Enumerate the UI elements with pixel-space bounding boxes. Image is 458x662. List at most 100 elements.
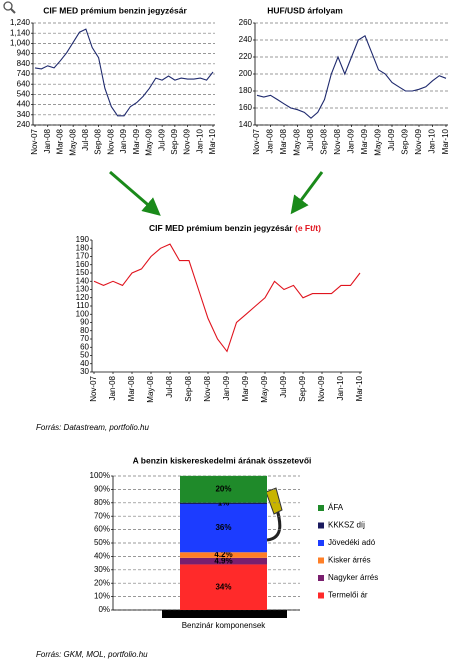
data-line bbox=[256, 34, 447, 119]
legend-swatch bbox=[318, 522, 324, 529]
y-tick-label: 110 bbox=[76, 301, 89, 310]
y-tick-label: 190 bbox=[76, 235, 90, 244]
y-tick-label: 440 bbox=[17, 100, 31, 109]
x-tick-label: Nov-09 bbox=[183, 128, 192, 154]
bar-segment bbox=[180, 564, 267, 610]
x-tick-label: Jan-10 bbox=[336, 375, 345, 400]
legend-swatch bbox=[318, 557, 324, 564]
y-tick-label: 170 bbox=[76, 252, 90, 261]
magnifier-icon bbox=[3, 1, 16, 14]
x-tick-label: Mar-08 bbox=[56, 128, 65, 154]
y-tick-label: 40 bbox=[80, 359, 89, 368]
arrow bbox=[290, 171, 324, 215]
legend-swatch bbox=[318, 575, 324, 581]
arrow bbox=[109, 170, 161, 216]
x-tick-label: Mar-09 bbox=[360, 128, 369, 154]
x-tick-label: Mar-10 bbox=[208, 128, 217, 154]
y-tick-label: 260 bbox=[239, 18, 253, 27]
title-main: CIF MED prémium benzin jegyzésár bbox=[149, 223, 293, 233]
x-tick-label: Nov-09 bbox=[317, 375, 326, 401]
y-tick-label: 140 bbox=[239, 120, 253, 129]
data-line bbox=[34, 28, 214, 117]
x-tick-label: Mar-08 bbox=[127, 375, 136, 401]
legend-label: Nagyker árrés bbox=[328, 573, 378, 582]
x-tick-label: Nov-07 bbox=[89, 375, 98, 401]
x-tick-label: May-08 bbox=[68, 128, 77, 155]
data-line bbox=[93, 243, 361, 353]
x-tick-label: Sep-08 bbox=[320, 128, 329, 154]
y-tick-label: 220 bbox=[239, 52, 253, 61]
x-tick-label: May-09 bbox=[145, 128, 154, 155]
legend-label: Kisker árrés bbox=[328, 556, 371, 565]
y-tick-label: 1,140 bbox=[10, 28, 31, 37]
y-tick-label: 120 bbox=[76, 293, 90, 302]
y-tick-label: 60% bbox=[94, 525, 110, 534]
x-tick-label: Nov-08 bbox=[333, 128, 342, 154]
value-label: 4.9% bbox=[214, 556, 232, 565]
chart-title: HUF/USD árfolyam bbox=[267, 5, 343, 15]
source: Forrás: GKM, MOL, portfolio.hu bbox=[36, 650, 148, 659]
x-tick-label: May-08 bbox=[293, 128, 302, 155]
legend-swatch bbox=[318, 505, 324, 511]
y-tick-label: 80% bbox=[94, 498, 110, 507]
y-tick-label: 130 bbox=[76, 285, 90, 294]
y-tick-label: 150 bbox=[76, 268, 90, 277]
x-tick-label: Nov-07 bbox=[252, 128, 261, 154]
y-tick-label: 50 bbox=[80, 351, 89, 360]
y-tick-label: 20% bbox=[94, 578, 110, 587]
y-tick-label: 940 bbox=[17, 49, 31, 58]
x-tick-label: Jan-08 bbox=[43, 128, 52, 153]
bar-segment bbox=[180, 475, 267, 503]
x-tick-label: Sep-09 bbox=[298, 375, 307, 401]
y-tick-label: 740 bbox=[17, 69, 31, 78]
legend-swatch bbox=[318, 592, 324, 599]
x-tick-label: Nov-09 bbox=[414, 128, 423, 154]
y-tick-label: 100 bbox=[76, 309, 90, 318]
x-tick-label: Mar-09 bbox=[132, 128, 141, 154]
source: Forrás: Datastream, portfolio.hu bbox=[36, 423, 149, 432]
x-tick-label: Jul-08 bbox=[306, 128, 315, 150]
x-tick-label: Nov-08 bbox=[203, 375, 212, 401]
x-tick-label: May-09 bbox=[260, 375, 269, 402]
chart-title: CIF MED prémium benzin jegyzésár (e Ft/t… bbox=[149, 223, 321, 233]
x-tick-label: Jul-08 bbox=[81, 128, 90, 150]
chart-title: A benzin kiskereskedelmi árának összetev… bbox=[133, 455, 312, 465]
x-tick-label: Jan-10 bbox=[428, 128, 437, 153]
value-label: 1% bbox=[218, 498, 230, 507]
legend-swatch bbox=[318, 540, 324, 546]
y-tick-label: 1,040 bbox=[10, 39, 31, 48]
x-tick-label: Sep-08 bbox=[184, 375, 193, 401]
y-tick-label: 840 bbox=[17, 59, 31, 68]
bar-segment bbox=[180, 502, 267, 505]
y-tick-label: 70% bbox=[94, 511, 110, 520]
x-tick-label: Mar-08 bbox=[279, 128, 288, 154]
y-tick-label: 10% bbox=[94, 592, 110, 601]
x-tick-label: Mar-09 bbox=[241, 375, 250, 401]
x-tick-label: Jul-09 bbox=[279, 375, 288, 397]
y-tick-label: 180 bbox=[76, 243, 90, 252]
x-tick-label: Sep-08 bbox=[94, 128, 103, 154]
y-tick-label: 160 bbox=[76, 260, 90, 269]
y-tick-label: 70 bbox=[80, 334, 89, 343]
legend-label: Jövedéki adó bbox=[328, 538, 376, 547]
y-tick-label: 30% bbox=[94, 565, 110, 574]
legend-label: ÁFA bbox=[328, 503, 344, 512]
x-tick-label: Benzinár komponensek bbox=[182, 621, 267, 630]
value-label: 20% bbox=[215, 484, 231, 493]
value-label: 34% bbox=[215, 582, 231, 591]
x-tick-label: Mar-10 bbox=[355, 375, 364, 401]
y-tick-label: 100% bbox=[90, 471, 110, 480]
y-tick-label: 640 bbox=[17, 79, 31, 88]
x-tick-label: Jul-09 bbox=[387, 128, 396, 150]
y-tick-label: 160 bbox=[239, 103, 253, 112]
x-tick-label: Nov-07 bbox=[30, 128, 39, 154]
y-tick-label: 40% bbox=[94, 552, 110, 561]
fuel-nozzle bbox=[265, 487, 283, 542]
y-tick-label: 540 bbox=[17, 90, 31, 99]
bar-segment bbox=[180, 552, 267, 558]
y-tick-label: 50% bbox=[94, 538, 110, 547]
y-tick-label: 240 bbox=[17, 120, 31, 129]
y-tick-label: 1,240 bbox=[10, 18, 31, 27]
value-label: 36% bbox=[215, 523, 231, 532]
